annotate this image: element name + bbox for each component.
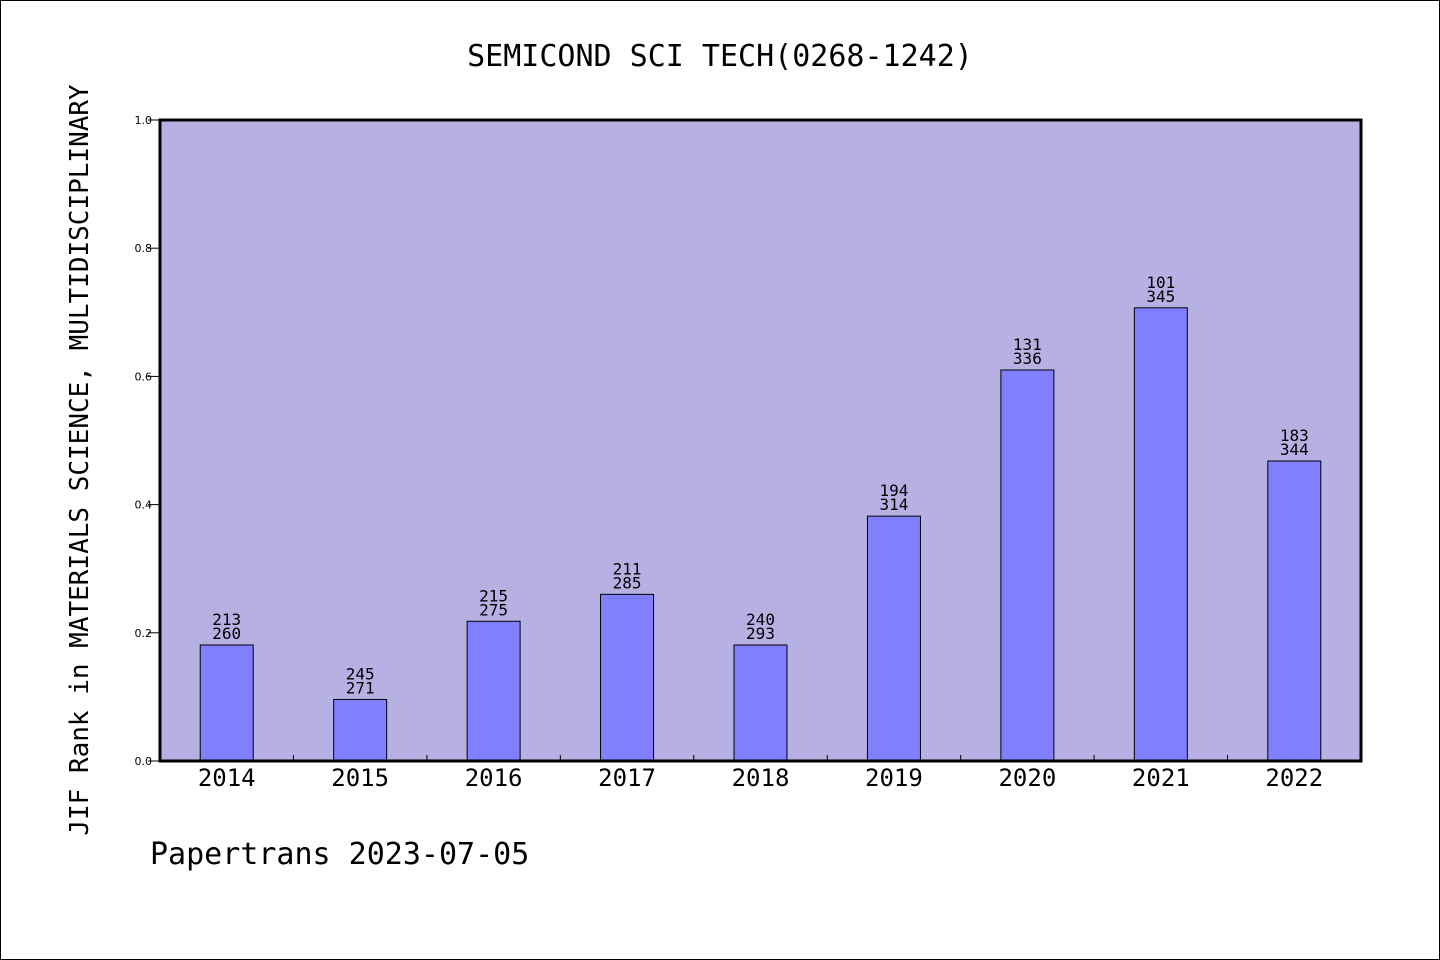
bar-label-top: 213 [212, 610, 241, 629]
x-tick-label: 2018 [732, 764, 790, 792]
bar-label-top: 131 [1013, 335, 1042, 354]
bar-label-bottom: 275 [479, 600, 508, 619]
x-tick-label: 2022 [1265, 764, 1323, 792]
bar-label-bottom: 336 [1013, 349, 1042, 368]
footer-text: Papertrans 2023-07-05 [150, 837, 529, 872]
bar-label-top: 101 [1146, 273, 1175, 292]
bar-label-top: 245 [346, 664, 375, 683]
bar-2019 [866, 515, 921, 762]
y-tick-label: 1.0 [135, 114, 153, 127]
x-tick-label: 2020 [998, 764, 1056, 792]
bar-label-bottom: 293 [746, 624, 775, 643]
y-tick-label: 0.8 [135, 242, 153, 255]
x-tick-label: 2017 [598, 764, 656, 792]
y-axis-label: JIF Rank in MATERIALS SCIENCE, MULTIDISC… [65, 84, 95, 836]
bar-label-bottom: 271 [346, 678, 375, 697]
y-tick-label: 0.2 [135, 627, 153, 640]
x-tick-label: 2021 [1132, 764, 1190, 792]
bar-label-bottom: 260 [212, 624, 241, 643]
bar-label-top: 183 [1280, 426, 1309, 445]
bar-label-top: 240 [746, 610, 775, 629]
bar-2017 [600, 593, 655, 762]
bar-label-top: 211 [613, 559, 642, 578]
bars-group: 2132602452712152752112852402931943141313… [199, 273, 1322, 762]
chart-title: SEMICOND SCI TECH(0268-1242) [467, 39, 973, 74]
y-axis-ticks: 0.0 0.2 0.4 0.6 0.8 1.0 [135, 114, 160, 768]
x-tick-label: 2019 [865, 764, 923, 792]
bar-label-top: 215 [479, 586, 508, 605]
bar-2018 [733, 644, 788, 762]
bar-label-bottom: 285 [613, 573, 642, 592]
y-tick-label: 0.4 [135, 499, 153, 512]
bar-label-bottom: 344 [1280, 440, 1309, 459]
bar-label-bottom: 314 [879, 495, 908, 514]
x-tick-label: 2014 [198, 764, 256, 792]
bar-2020 [1000, 369, 1055, 762]
x-axis-ticks: 2014 2015 2016 2017 2018 2019 2020 2021 2022 [198, 755, 1323, 792]
y-tick-label: 0.0 [135, 755, 153, 768]
bar-2021 [1133, 307, 1188, 762]
bar-label-top: 194 [879, 481, 908, 500]
bar-label-bottom: 345 [1146, 287, 1175, 306]
y-tick-label: 0.6 [135, 370, 153, 383]
x-tick-label: 2016 [465, 764, 523, 792]
plot-border [158, 118, 1363, 763]
bar-2016 [466, 620, 521, 762]
bar-2022 [1267, 460, 1322, 762]
bar-2015 [333, 698, 388, 762]
bar-2014 [199, 644, 254, 762]
x-tick-label: 2015 [331, 764, 389, 792]
